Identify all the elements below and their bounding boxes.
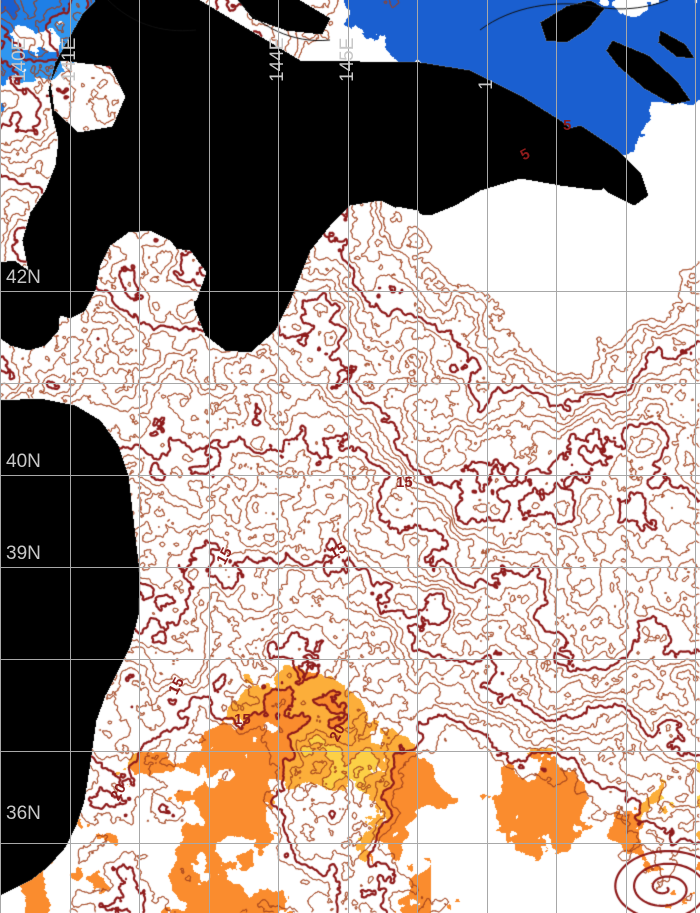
gridline-longitude-7 bbox=[487, 0, 488, 913]
gridline-latitude-0 bbox=[0, 291, 700, 292]
gridline-longitude-8 bbox=[556, 0, 557, 913]
gridline-longitude-5 bbox=[348, 0, 349, 913]
gridline-latitude-5 bbox=[0, 751, 700, 752]
gridline-latitude-3 bbox=[0, 567, 700, 568]
gridline-longitude-9 bbox=[626, 0, 627, 913]
gridline-latitude-2 bbox=[0, 475, 700, 476]
gridline-longitude-1 bbox=[70, 0, 71, 913]
gridline-latitude-1 bbox=[0, 383, 700, 384]
gridline-longitude-2 bbox=[139, 0, 140, 913]
gridline-longitude-10 bbox=[695, 0, 696, 913]
gridline-longitude-4 bbox=[278, 0, 279, 913]
gridline-longitude-3 bbox=[209, 0, 210, 913]
gridline-longitude-0 bbox=[0, 0, 1, 913]
gridline-longitude-6 bbox=[417, 0, 418, 913]
gridline-latitude-4 bbox=[0, 659, 700, 660]
gridline-latitude-6 bbox=[0, 843, 700, 844]
